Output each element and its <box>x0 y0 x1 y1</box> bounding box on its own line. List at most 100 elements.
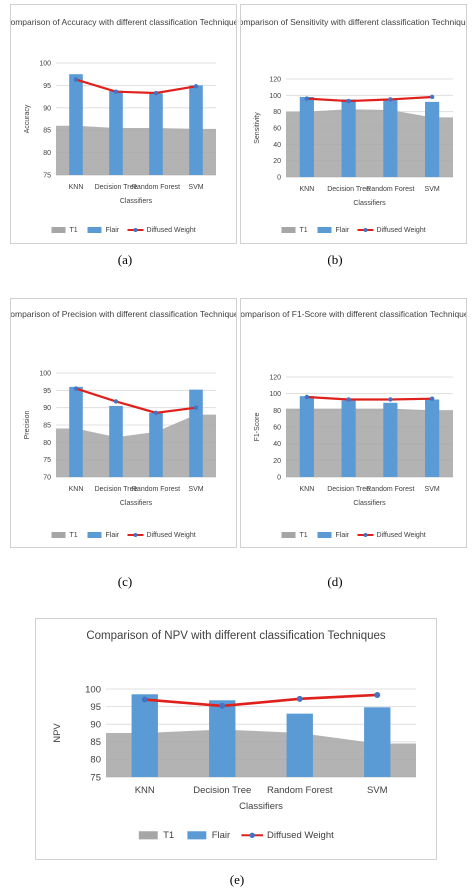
x-axis-label: Classifiers <box>239 801 283 812</box>
y-tick-label: 40 <box>273 142 281 149</box>
point-diffused <box>304 394 310 400</box>
x-tick-label: KNN <box>299 486 314 493</box>
chart-title-line-1: Comparison of F1-Score with different cl… <box>241 309 466 319</box>
x-tick-label: SVM <box>425 186 440 193</box>
y-tick-label: 100 <box>85 684 101 695</box>
series-diffused-line <box>306 95 433 103</box>
bar-flair <box>425 101 440 177</box>
legend-swatch-diffused-marker <box>363 228 368 232</box>
x-tick-label: Decision Tree <box>193 785 251 796</box>
point-diffused <box>73 77 79 82</box>
legend-label-diffused: Diffused Weight <box>147 532 196 539</box>
point-diffused <box>304 96 310 101</box>
y-tick-label: 80 <box>43 440 51 447</box>
point-diffused <box>429 396 435 401</box>
caption-d: (d) <box>327 574 343 589</box>
y-axis-label: Accuracy <box>24 104 31 133</box>
legend-swatch-t1 <box>51 532 66 538</box>
caption-c: (c) <box>117 574 133 589</box>
y-tick-label: 80 <box>273 109 281 116</box>
legend-swatch-diffused-marker <box>363 533 368 537</box>
point-diffused <box>113 399 119 404</box>
chart-panel-accuracy: Comparison of Accuracy with different cl… <box>10 4 237 244</box>
legend-label-flair: Flair <box>106 227 120 234</box>
legend-label-diffused: Diffused Weight <box>267 830 334 841</box>
precision-chart-svg: Comparison of Precision with different c… <box>11 309 236 539</box>
bar-flair <box>425 399 440 477</box>
series-diffused-line <box>75 387 197 414</box>
point-diffused <box>193 84 199 89</box>
y-axis-label: Precision <box>24 411 31 440</box>
point-diffused <box>113 89 119 94</box>
series-t1-area <box>106 729 416 777</box>
series-t1-area <box>56 125 216 175</box>
bar-flair <box>299 396 314 477</box>
point-diffused <box>73 386 79 391</box>
legend-swatch-diffused-marker <box>249 832 255 838</box>
y-tick-label: 20 <box>273 158 281 165</box>
y-tick-label: 20 <box>273 458 281 465</box>
series-diffused-line <box>144 693 378 708</box>
y-axis-label: Sensitivity <box>254 112 261 144</box>
y-tick-label: 0 <box>277 174 281 181</box>
legend-label-t1: T1 <box>70 227 78 234</box>
y-tick-label: 100 <box>269 391 281 398</box>
f1-chart-svg: Comparison of F1-Score with different cl… <box>241 309 466 539</box>
y-tick-label: 75 <box>43 457 51 464</box>
legend-label-diffused: Diffused Weight <box>377 532 426 539</box>
legend-label-flair: Flair <box>106 532 120 539</box>
bar-flair <box>189 389 203 477</box>
series-t1-area <box>286 109 453 177</box>
y-tick-label: 95 <box>43 388 51 395</box>
y-tick-label: 120 <box>269 76 281 83</box>
y-tick-label: 95 <box>90 702 101 713</box>
x-tick-label: KNN <box>135 785 155 796</box>
y-tick-label: 60 <box>273 125 281 132</box>
legend-label-t1: T1 <box>70 532 78 539</box>
accuracy-chart-svg: Comparison of Accuracy with different cl… <box>11 17 236 234</box>
x-tick-label: Decision Tree <box>95 184 138 191</box>
x-tick-label: Random Forest <box>132 486 180 493</box>
y-tick-label: 80 <box>273 408 281 415</box>
legend-swatch-t1 <box>51 227 66 233</box>
series-diffused-line <box>306 395 433 401</box>
y-tick-label: 85 <box>90 737 101 748</box>
caption-b: (b) <box>327 252 343 267</box>
legend-swatch-diffused-marker <box>133 533 138 537</box>
legend-swatch-flair <box>317 227 332 233</box>
bar-flair <box>341 99 356 177</box>
y-tick-label: 100 <box>39 370 51 377</box>
bar-flair <box>69 74 83 175</box>
y-tick-label: 75 <box>90 772 101 783</box>
bar-flair <box>109 405 123 477</box>
bar-flair <box>149 412 163 477</box>
x-tick-label: Random Forest <box>366 486 414 493</box>
x-tick-label: Decision Tree <box>95 486 138 493</box>
x-tick-label: SVM <box>188 486 203 493</box>
y-tick-label: 40 <box>273 441 281 448</box>
y-tick-label: 90 <box>43 405 51 412</box>
legend-label-t1: T1 <box>300 227 308 234</box>
bar-flair <box>383 98 398 177</box>
x-axis-label: Classifiers <box>120 198 153 205</box>
legend-label-t1: T1 <box>300 532 308 539</box>
point-diffused <box>141 696 148 703</box>
legend-swatch-t1 <box>281 532 296 538</box>
chart-title-line-1: Comparison of NPV with different classif… <box>86 630 386 642</box>
series-t1-area <box>286 408 453 477</box>
legend-swatch-diffused-marker <box>133 228 138 232</box>
bar-flair <box>299 96 314 177</box>
x-tick-label: SVM <box>367 785 388 796</box>
chart-title-line-1: Comparison of Accuracy with different cl… <box>11 17 236 27</box>
npv-chart-svg: Comparison of NPV with different classif… <box>52 630 416 841</box>
chart-title-line-1: Comparison of Precision with different c… <box>11 309 236 319</box>
x-tick-label: Random Forest <box>132 184 180 191</box>
point-diffused <box>219 702 226 709</box>
point-diffused <box>388 97 393 102</box>
chart-title-line-1: Comparison of Sensitivity with different… <box>241 17 466 27</box>
bar-flair <box>364 707 391 777</box>
y-tick-label: 75 <box>43 172 51 179</box>
bar-flair <box>149 93 163 175</box>
legend-label-flair: Flair <box>212 830 230 841</box>
legend-swatch-flair <box>317 532 332 538</box>
